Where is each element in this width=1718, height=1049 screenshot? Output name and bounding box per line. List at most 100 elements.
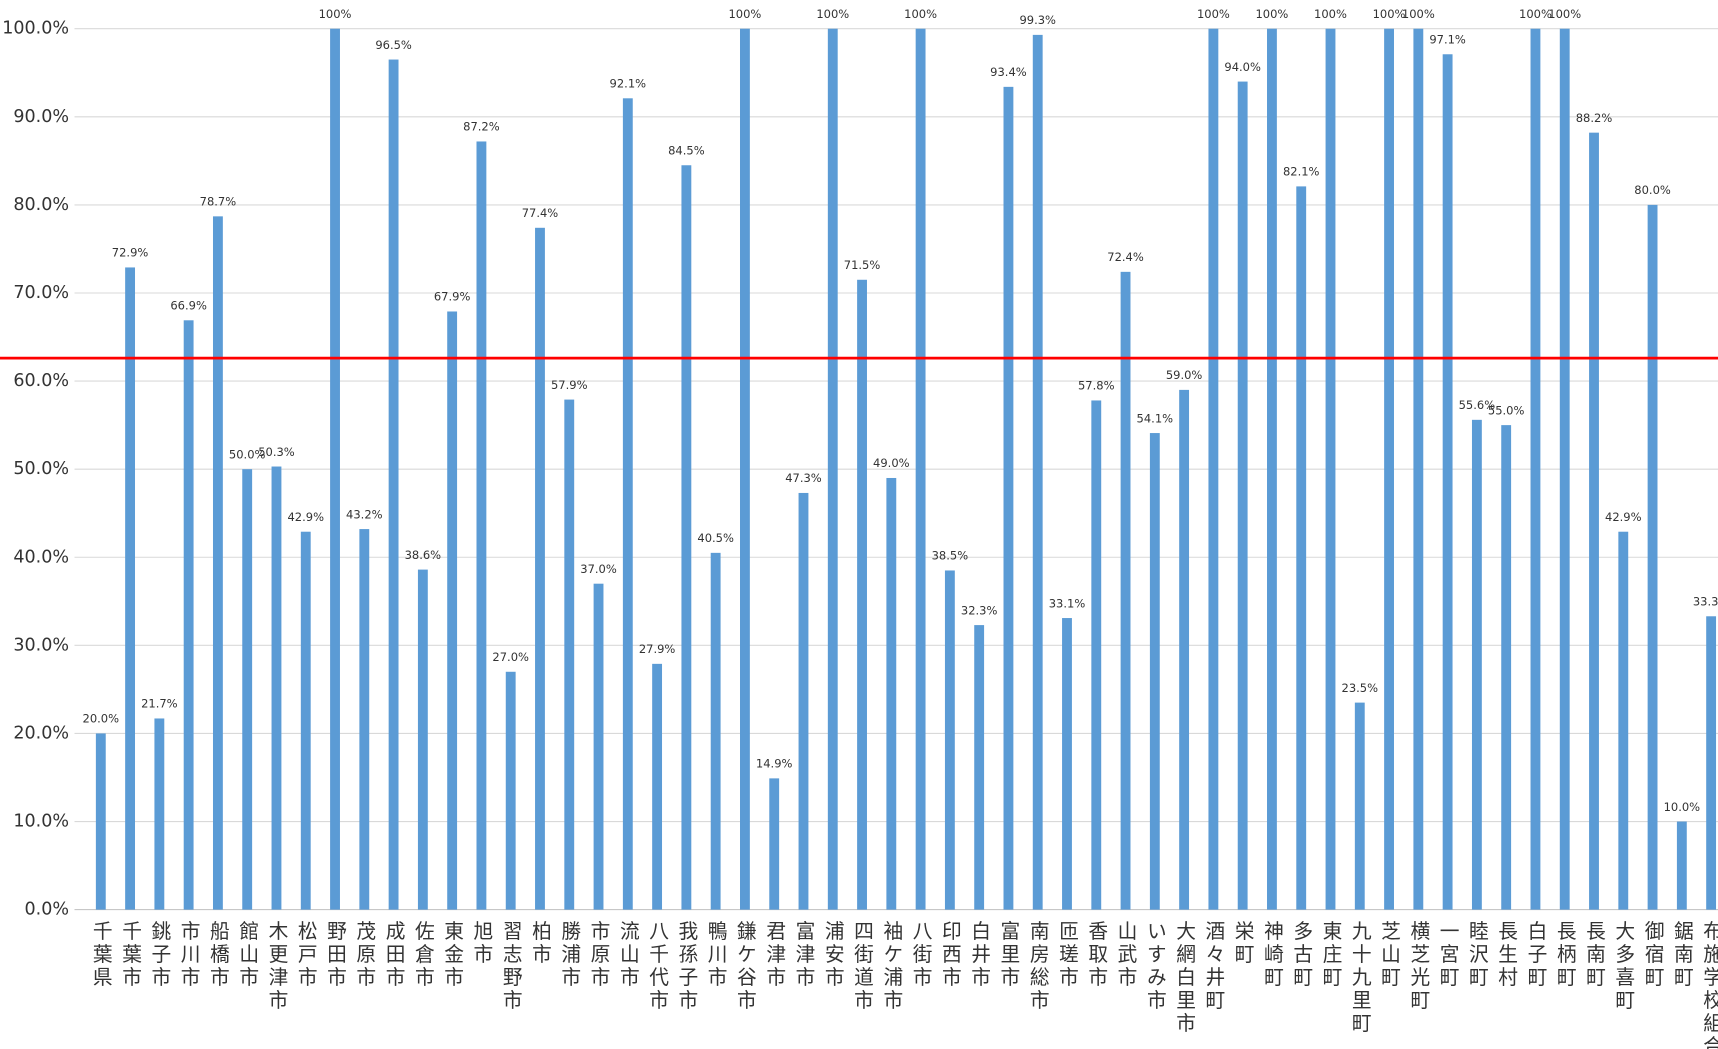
bar: [1384, 28, 1394, 910]
x-tick-label: 袖ケ浦市: [880, 921, 903, 1013]
x-tick-label: 白井市: [968, 921, 991, 990]
bar: [1618, 531, 1629, 910]
bar: [1208, 28, 1219, 910]
bar: [564, 399, 575, 910]
bar: [330, 28, 340, 910]
x-tick-label: 茂原市: [353, 921, 376, 990]
x-tick-label: 印西市: [938, 921, 961, 990]
bar: [388, 59, 399, 910]
bar: [1149, 433, 1160, 910]
bar: [1501, 425, 1512, 910]
bar: [1091, 400, 1102, 910]
bar: [1179, 389, 1190, 910]
bar: [1354, 702, 1365, 910]
value-label: 100%: [1548, 7, 1581, 21]
x-tick-label: 八千代市: [646, 921, 669, 1013]
x-tick-label: 山武市: [1114, 921, 1137, 990]
value-label: 67.9%: [434, 290, 471, 304]
x-tick-label: 千葉県: [89, 921, 112, 990]
value-label: 100%: [1519, 7, 1552, 21]
value-label: 40.5%: [697, 531, 734, 545]
value-label: 100%: [319, 7, 352, 21]
x-tick-label: 市原市: [587, 921, 610, 990]
bar: [242, 469, 253, 910]
value-label: 20.0%: [83, 712, 120, 726]
value-label: 84.5%: [668, 144, 705, 158]
value-label: 47.3%: [785, 471, 822, 485]
value-label: 14.9%: [756, 757, 793, 771]
y-tick-label: 100.0%: [2, 19, 69, 39]
bar: [769, 778, 780, 910]
value-label: 77.4%: [522, 206, 559, 220]
value-label: 57.8%: [1078, 379, 1115, 393]
x-tick-label: 旭市: [470, 921, 493, 967]
y-tick-label: 50.0%: [13, 459, 69, 479]
bar: [1589, 132, 1599, 910]
x-tick-label: 君津市: [763, 921, 786, 990]
value-label: 92.1%: [610, 77, 647, 91]
value-label: 49.0%: [873, 456, 910, 470]
x-tick-label: 長生村: [1495, 921, 1518, 990]
x-tick-label: 匝瑳市: [1055, 921, 1078, 990]
x-tick-label: いすみ市: [1143, 921, 1166, 1013]
x-tick-label: 睦沢町: [1465, 921, 1488, 990]
x-tick-label: 布施学校組合: [1700, 921, 1718, 1049]
value-label: 100%: [1314, 7, 1347, 21]
bar: [300, 531, 311, 910]
x-tick-label: 芝山町: [1378, 921, 1401, 990]
bar: [1003, 86, 1014, 910]
bar: [359, 529, 370, 910]
x-tick-label: 横芝光町: [1407, 921, 1430, 1013]
x-tick-label: 習志野市: [499, 921, 522, 1013]
x-tick-label: 勝浦市: [558, 921, 581, 990]
bar: [447, 311, 458, 910]
bar: [271, 466, 282, 910]
x-tick-label: 四街道市: [851, 921, 874, 1013]
x-tick-label: 鋸南町: [1670, 921, 1693, 990]
y-tick-label: 40.0%: [13, 547, 69, 567]
x-tick-label: 成田市: [382, 921, 405, 990]
bar: [915, 28, 926, 910]
value-label: 100%: [1402, 7, 1435, 21]
x-tick-label: 東金市: [441, 921, 464, 990]
x-tick-label: 御宿町: [1641, 921, 1664, 990]
x-tick-label: 多古町: [1290, 921, 1313, 990]
x-tick-label: 南房総市: [1026, 921, 1049, 1013]
x-tick-label: 長南町: [1583, 921, 1606, 990]
x-tick-label: 館山市: [236, 921, 259, 990]
x-tick-label: 大多喜町: [1612, 921, 1635, 1013]
value-label: 82.1%: [1283, 165, 1320, 179]
value-label: 94.0%: [1224, 60, 1261, 74]
y-tick-label: 60.0%: [13, 371, 69, 391]
bar: [1032, 34, 1043, 910]
x-tick-label: 流山市: [616, 921, 639, 990]
value-label: 99.3%: [1019, 13, 1056, 27]
value-label: 71.5%: [844, 258, 881, 272]
bar: [1413, 28, 1424, 910]
bar: [95, 733, 106, 910]
y-tick-label: 20.0%: [13, 723, 69, 743]
x-tick-label: 松戸市: [294, 921, 317, 990]
value-label: 100%: [1255, 7, 1288, 21]
value-label: 100%: [904, 7, 937, 21]
value-label: 72.4%: [1107, 250, 1144, 264]
bar: [944, 570, 955, 910]
x-tick-label: 大網白里市: [1173, 921, 1196, 1036]
value-label: 66.9%: [170, 299, 207, 313]
x-tick-label: 富里市: [997, 921, 1020, 990]
value-label: 59.0%: [1166, 368, 1203, 382]
x-tick-label: 長柄町: [1553, 921, 1576, 990]
x-tick-label: 柏市: [528, 921, 551, 967]
bar: [417, 569, 428, 910]
bar: [212, 216, 223, 910]
value-label: 100%: [816, 7, 849, 21]
x-tick-label: 富津市: [792, 921, 815, 990]
value-label: 55.0%: [1488, 403, 1525, 417]
value-label: 38.5%: [932, 549, 969, 563]
value-label: 27.9%: [639, 642, 676, 656]
value-label: 88.2%: [1576, 111, 1613, 125]
x-tick-label: 野田市: [324, 921, 347, 990]
x-tick-label: 栄町: [1231, 921, 1254, 967]
